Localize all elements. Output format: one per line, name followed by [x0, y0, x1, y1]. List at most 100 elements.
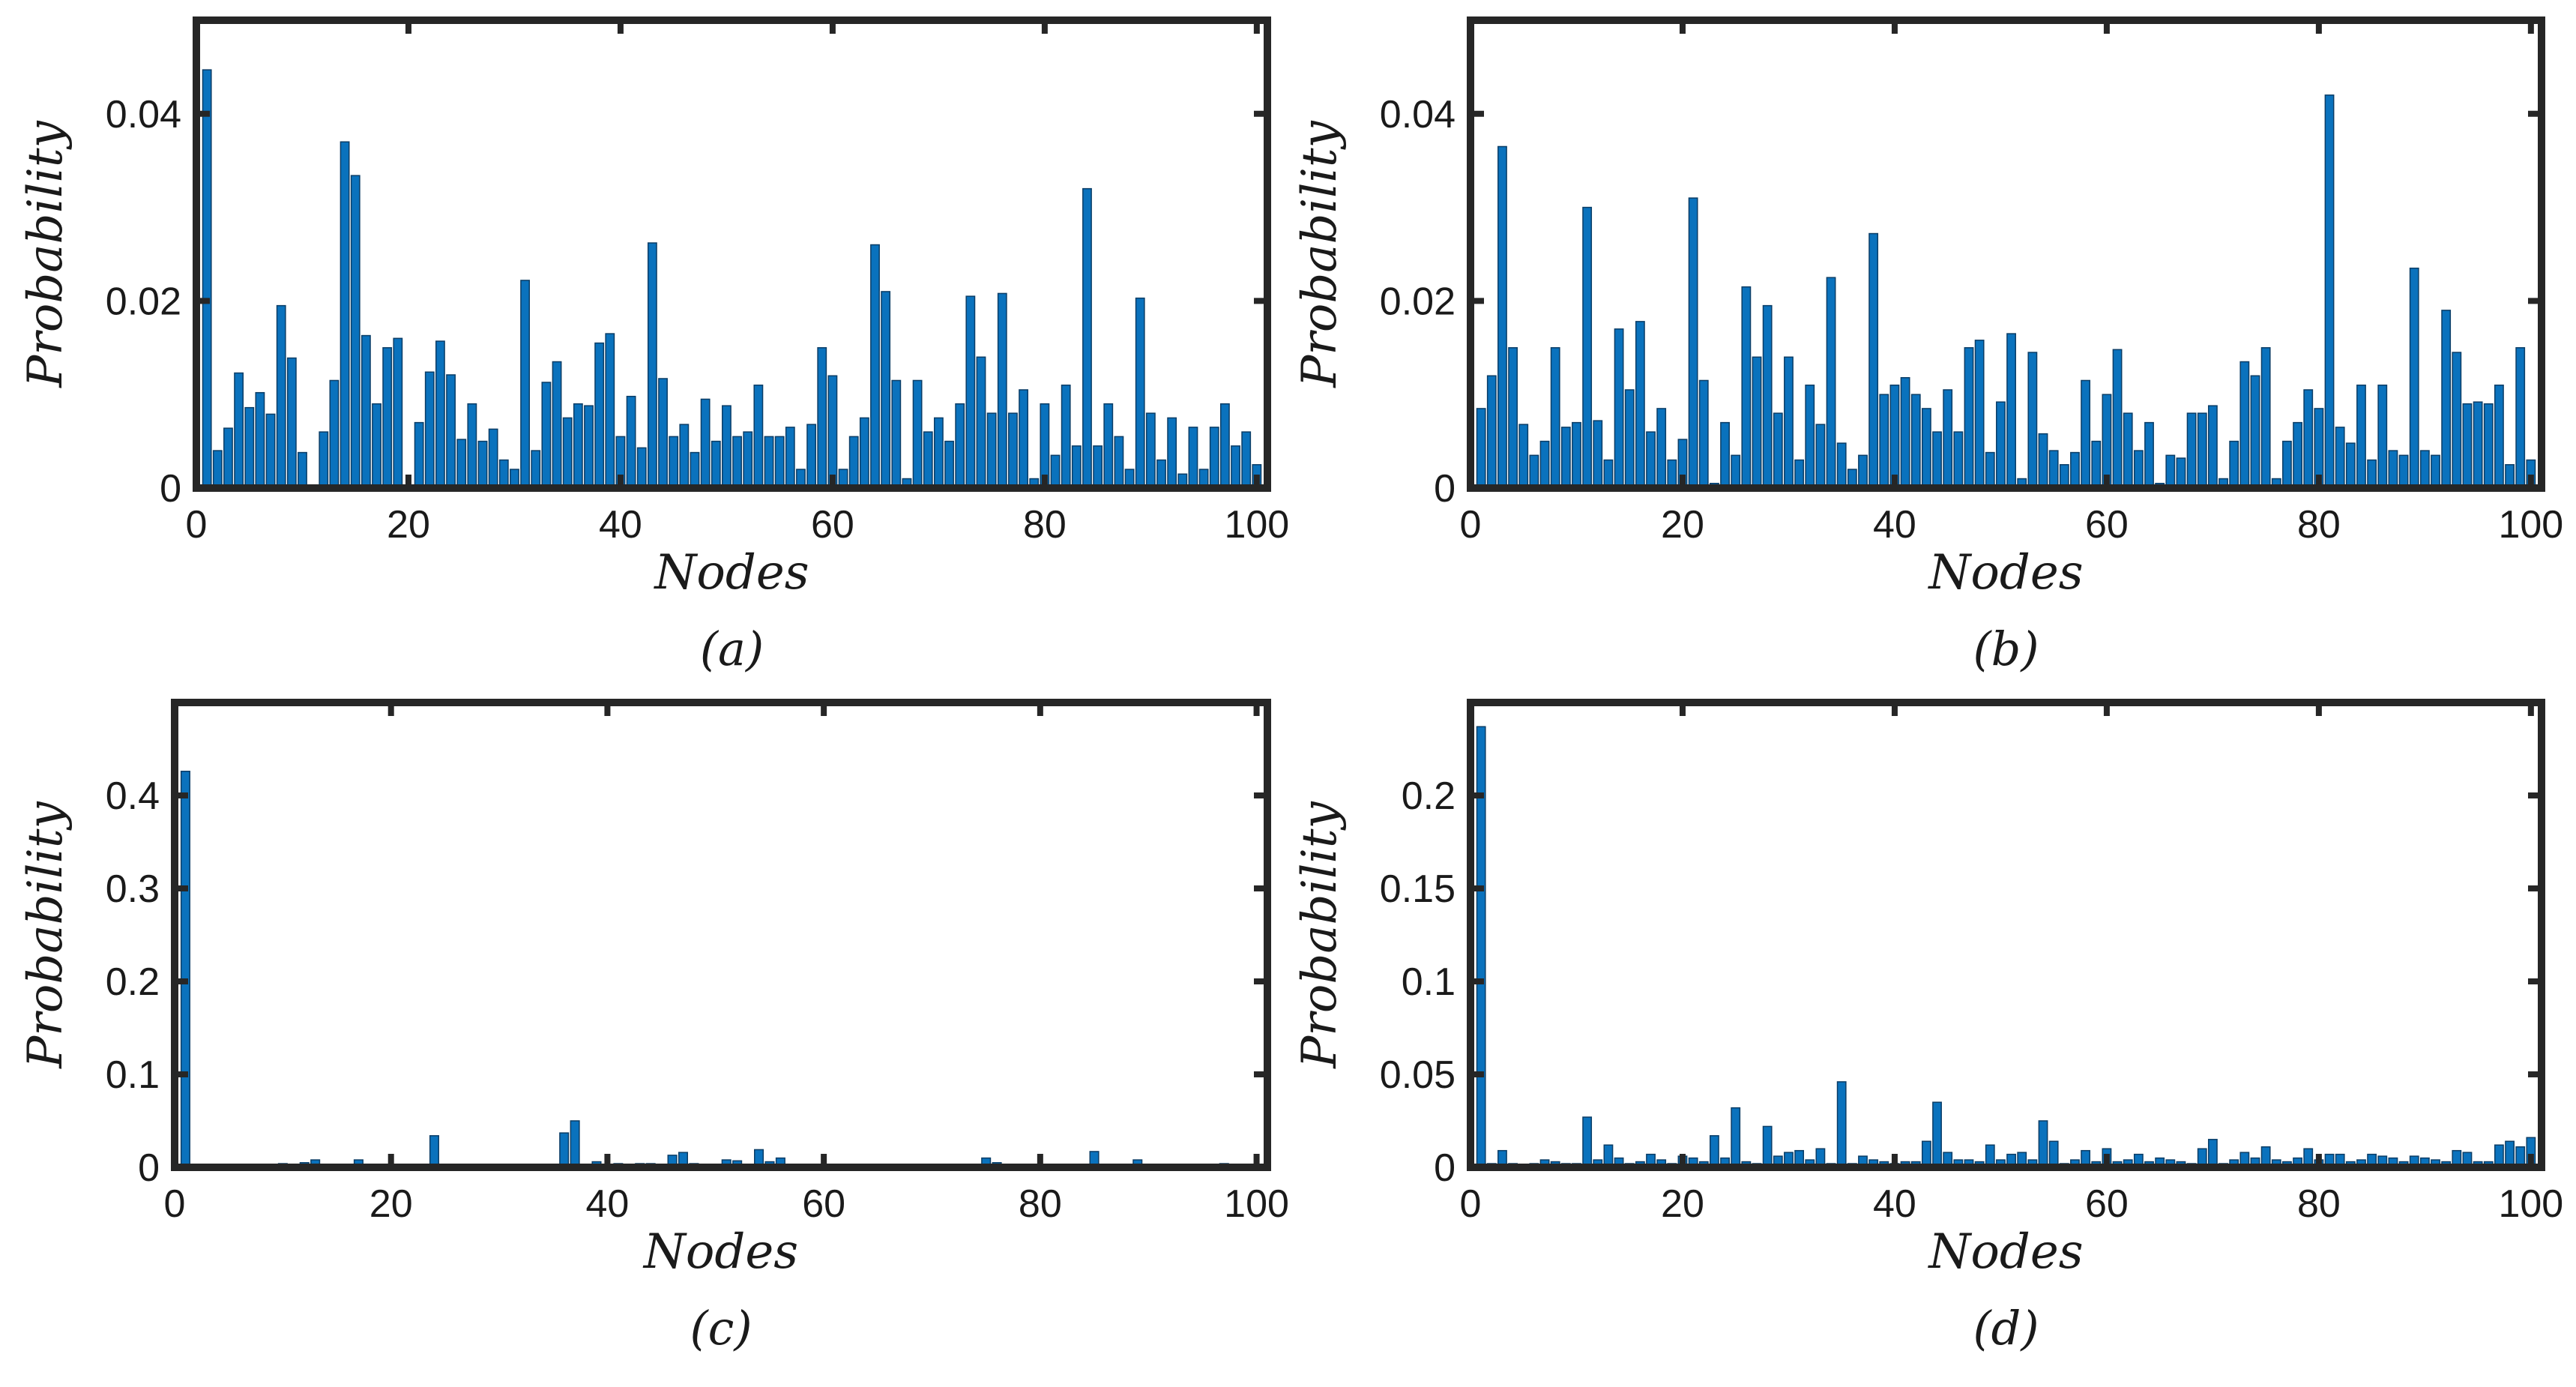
panel-b-bar-node-63	[2133, 450, 2144, 489]
panel-b-xtick-label-0: 0	[1460, 503, 1482, 547]
panel-b-bar-node-68	[2186, 412, 2197, 489]
panel-b-xtick-label-60: 60	[2085, 503, 2129, 547]
panel-a-ticks: 0 20 40 60 80 100 0 0.02 0.04	[106, 20, 1289, 547]
panel-a-bar-node-10	[298, 451, 307, 489]
panel-a-bar-node-83	[1071, 445, 1082, 489]
panel-b-bar-node-87	[2388, 450, 2398, 489]
panel-a-bar-node-37	[584, 405, 594, 489]
panel-c-ticks: 0 20 40 60 80 100 0 0.1 0.2 0.3 0.4	[106, 702, 1289, 1226]
panel-b-bar-node-18	[1656, 408, 1667, 489]
panel-a-xtick-label-0: 0	[186, 503, 208, 547]
panel-d-bar-node-28	[1762, 1125, 1773, 1168]
panel-a-bar-node-82	[1061, 384, 1071, 489]
panel-b-bar-node-43	[1921, 408, 1931, 489]
panel-a-bar-node-36	[573, 403, 583, 489]
panel-d: 0 20 40 60 80 100 0 0.05 0.1 0.15 0.2 Nodes Probab…	[1292, 699, 2563, 1356]
panel-a-bar-node-55	[774, 436, 785, 489]
panel-b-bar-node-45	[1943, 389, 1953, 489]
panel-a-y-axis-label: Probability	[18, 120, 73, 388]
panel-a-bar-node-45	[669, 436, 679, 489]
panel-a-bar-node-69	[923, 431, 933, 489]
panel-b-bar-node-15	[1624, 389, 1635, 489]
panel-c-y-axis-label: Probability	[18, 801, 73, 1068]
panel-a-bar-node-49	[711, 440, 721, 489]
panel-b-bar-node-74	[2250, 375, 2260, 489]
panel-c-ytick-label-0.3: 0.3	[106, 867, 160, 911]
panel-d-bars	[1476, 726, 2536, 1168]
panel-a-bar-node-5	[244, 406, 255, 489]
panel-b-x-axis-label: Nodes	[1927, 545, 2083, 601]
panel-a-bar-node-59	[817, 347, 827, 489]
panel-b-bar-node-73	[2239, 361, 2250, 489]
panel-a-bar-node-78	[1019, 389, 1028, 489]
panel-b-bar-node-9	[1560, 427, 1571, 489]
panel-c-ytick-label-0.4: 0.4	[106, 774, 160, 818]
panel-a-bar-node-29	[498, 459, 509, 489]
panel-b-bar-node-78	[2293, 421, 2302, 489]
panel-a-bar-node-62	[848, 436, 859, 489]
panel-d-bar-node-44	[1932, 1101, 1942, 1168]
panel-a-axes-frame	[193, 16, 1271, 492]
panel-b-caption: (b)	[1973, 622, 2039, 676]
panel-b-bar-node-95	[2473, 401, 2483, 489]
panel-d-bar-node-43	[1921, 1140, 1931, 1168]
panel-b-bar-node-94	[2462, 403, 2473, 489]
panel-a-bars	[202, 69, 1262, 489]
panel-d-bar-node-70	[2207, 1139, 2218, 1168]
panel-a-bar-node-99	[1241, 431, 1252, 489]
panel-c-bar-node-37	[570, 1120, 580, 1168]
panel-b-bar-node-64	[2144, 421, 2154, 489]
panel-b-bar-node-30	[1784, 356, 1794, 489]
panel-a-ytick-label-0.04: 0.04	[106, 93, 181, 136]
panel-a-bar-node-92	[1167, 417, 1177, 489]
panel-b-bar-node-14	[1614, 328, 1624, 489]
panel-b-bar-node-93	[2452, 352, 2462, 489]
panel-a-ytick-label-0: 0	[160, 467, 181, 511]
panel-a-bar-node-28	[488, 428, 498, 489]
panel-a-bar-node-33	[541, 382, 552, 489]
panel-d-axes-frame	[1467, 699, 2545, 1171]
panel-b-ytick-label-0.04: 0.04	[1380, 93, 1456, 136]
panel-a-bar-node-68	[912, 379, 923, 489]
panel-a-xtick-label-20: 20	[387, 503, 430, 547]
panel-b-bar-node-44	[1932, 431, 1942, 489]
panel-d-bar-node-11	[1582, 1116, 1593, 1168]
panel-b-bar-node-91	[2431, 454, 2440, 489]
panel-c-xtick-label-100: 100	[1224, 1182, 1289, 1226]
panel-a-bar-node-90	[1145, 412, 1156, 489]
panel-a-xtick-label-80: 80	[1023, 503, 1067, 547]
panel-a-bar-node-97	[1220, 403, 1230, 489]
panel-b-bar-node-8	[1550, 347, 1560, 489]
panel-b-bar-node-88	[2398, 454, 2409, 489]
panel-a-bar-node-63	[859, 417, 869, 489]
panel-a-bar-node-65	[881, 291, 891, 489]
panel-b-bar-node-57	[2070, 451, 2080, 489]
panel-b-bar-node-70	[2207, 405, 2218, 489]
panel-c-bar-node-1	[180, 771, 190, 1168]
panel-a-xtick-label-60: 60	[811, 503, 854, 547]
panel-b-bar-node-41	[1900, 376, 1910, 489]
panel-a-bar-node-56	[785, 427, 795, 489]
panel-d-ytick-label-0.15: 0.15	[1380, 867, 1456, 911]
panel-b-bar-node-11	[1582, 206, 1593, 489]
panel-a-bar-node-94	[1188, 427, 1198, 489]
panel-b-bar-node-31	[1794, 459, 1805, 489]
panel-a-bar-node-4	[234, 372, 244, 489]
panel-a-bar-node-81	[1050, 454, 1061, 489]
panel-b-bar-node-46	[1953, 431, 1964, 489]
panel-a-bar-node-75	[986, 412, 997, 489]
panel-b-bar-node-29	[1773, 412, 1783, 489]
panel-b-bar-node-34	[1826, 277, 1836, 489]
panel-b-ytick-label-0: 0	[1434, 467, 1456, 511]
panel-a-bar-node-70	[933, 417, 944, 489]
panel-b-bar-node-6	[1529, 454, 1539, 489]
panel-d-xtick-label-100: 100	[2498, 1182, 2563, 1226]
panel-b-axes-frame	[1467, 16, 2545, 492]
panel-a-bar-node-58	[806, 424, 817, 489]
panel-d-xtick-label-60: 60	[2085, 1182, 2129, 1226]
panel-c-ytick-label-0.2: 0.2	[106, 960, 160, 1004]
panel-b-bar-node-42	[1910, 394, 1921, 489]
panel-a-bar-node-86	[1103, 403, 1114, 489]
panel-a-xtick-label-40: 40	[599, 503, 642, 547]
